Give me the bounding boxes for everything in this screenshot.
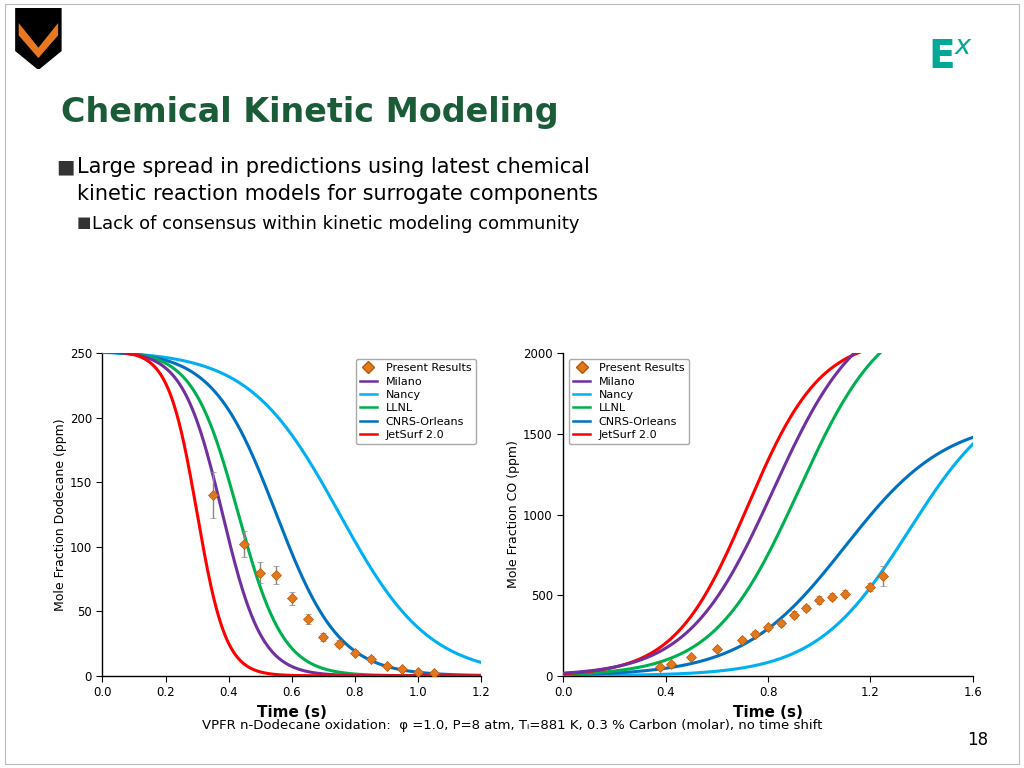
Text: 18: 18 xyxy=(967,731,988,749)
Text: Large spread in predictions using latest chemical: Large spread in predictions using latest… xyxy=(77,157,590,177)
Polygon shape xyxy=(16,8,61,69)
Text: kinetic reaction models for surrogate components: kinetic reaction models for surrogate co… xyxy=(77,184,598,204)
Text: ■: ■ xyxy=(77,215,91,230)
Text: ■: ■ xyxy=(56,157,75,177)
Text: Lack of consensus within kinetic modeling community: Lack of consensus within kinetic modelin… xyxy=(92,215,580,233)
Y-axis label: Mole Fraction Dodecane (ppm): Mole Fraction Dodecane (ppm) xyxy=(54,419,67,611)
Text: $\mathbf{E}^x$: $\mathbf{E}^x$ xyxy=(928,38,973,76)
Legend: Present Results, Milano, Nancy, LLNL, CNRS-Orleans, JetSurf 2.0: Present Results, Milano, Nancy, LLNL, CN… xyxy=(568,359,689,445)
Legend: Present Results, Milano, Nancy, LLNL, CNRS-Orleans, JetSurf 2.0: Present Results, Milano, Nancy, LLNL, CN… xyxy=(355,359,476,445)
Text: Chemical Kinetic Modeling: Chemical Kinetic Modeling xyxy=(61,96,559,129)
X-axis label: Time (s): Time (s) xyxy=(733,705,803,720)
Text: VPFR n-Dodecane oxidation:  φ =1.0, P=8 atm, Tᵢ=881 K, 0.3 % Carbon (molar), no : VPFR n-Dodecane oxidation: φ =1.0, P=8 a… xyxy=(202,720,822,732)
Polygon shape xyxy=(18,23,58,58)
X-axis label: Time (s): Time (s) xyxy=(257,705,327,720)
Y-axis label: Mole Fraction CO (ppm): Mole Fraction CO (ppm) xyxy=(507,441,520,588)
